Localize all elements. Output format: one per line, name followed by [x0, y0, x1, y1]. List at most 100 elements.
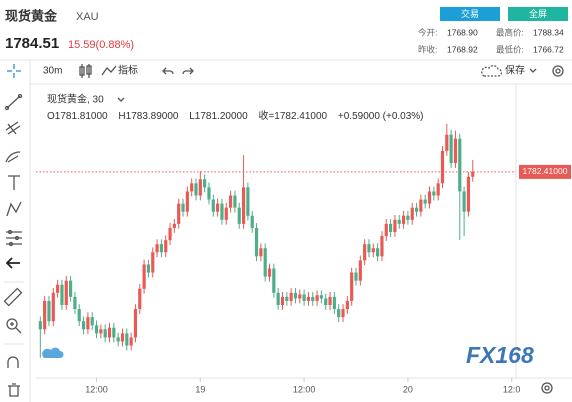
candle-body — [168, 227, 172, 241]
candle-body — [116, 337, 120, 342]
candle-body — [354, 272, 358, 281]
legend-open: O1781.81000 — [47, 111, 108, 122]
candle-body — [406, 215, 410, 220]
candle-body — [267, 268, 272, 277]
candle-body — [125, 333, 129, 346]
candle-body — [159, 244, 164, 253]
candle-body — [194, 183, 198, 196]
candle-body — [151, 252, 155, 273]
candle-body — [190, 183, 194, 192]
candle-body — [177, 203, 181, 224]
candle-body — [341, 309, 345, 318]
candle-body — [337, 309, 341, 318]
candle-body — [462, 191, 466, 212]
cloud-icon[interactable] — [481, 64, 503, 77]
candle-body — [289, 292, 293, 301]
candle-body — [388, 223, 393, 232]
trade-button-label[interactable]: 交易 — [461, 8, 479, 19]
candle-body — [276, 292, 280, 305]
legend-menu-icon[interactable] — [117, 97, 125, 102]
candle-body — [328, 296, 332, 305]
candle-body — [51, 292, 55, 322]
candle-body — [107, 327, 112, 338]
stat-value: 1788.34 — [533, 27, 564, 37]
candle-body — [77, 309, 81, 322]
candle-body — [155, 244, 159, 253]
indicator-button[interactable]: 指标 — [118, 64, 138, 77]
candle-body — [68, 280, 73, 297]
candle-body — [414, 207, 419, 212]
candle-body — [86, 317, 90, 330]
candle-body — [237, 207, 241, 224]
drawing-tools[interactable] — [3, 64, 23, 397]
trade-button[interactable] — [440, 7, 500, 21]
candle-body — [120, 333, 125, 342]
candle-body — [306, 296, 311, 301]
candle-body — [103, 329, 107, 338]
stat-label: 昨收: — [418, 44, 437, 54]
candle-body — [471, 171, 475, 177]
indicator-icon[interactable] — [101, 65, 117, 76]
candle-body — [47, 300, 51, 322]
candle-body — [94, 325, 99, 334]
candle-body — [233, 195, 237, 208]
save-button[interactable]: 保存 — [505, 64, 525, 77]
candle-body — [293, 292, 298, 299]
candle-body — [185, 191, 189, 212]
fullscreen-button-label[interactable]: 全屏 — [529, 8, 547, 19]
candle-body — [90, 317, 94, 326]
save-menu-icon[interactable] — [529, 68, 537, 73]
candle-body — [350, 272, 354, 301]
candle-body — [384, 223, 388, 237]
axis-settings-icon[interactable] — [541, 382, 553, 394]
candle-body — [427, 191, 432, 204]
candle-body — [272, 268, 276, 293]
last-price: 1784.51 — [5, 35, 59, 52]
stat-label: 最高价: — [496, 27, 524, 37]
candle-body — [73, 296, 77, 310]
plot — [38, 123, 475, 358]
candle-body — [38, 321, 42, 330]
stat-value: 1768.90 — [447, 27, 478, 37]
candle-body — [371, 248, 375, 253]
candle-body — [129, 337, 133, 346]
cloud-badge[interactable] — [42, 347, 64, 359]
candle-body — [164, 240, 168, 253]
instrument-symbol: XAU — [76, 11, 99, 23]
candle-body — [423, 199, 427, 204]
candle-body — [315, 295, 319, 301]
interval-button[interactable]: 30m — [43, 66, 62, 77]
ohlc-legend: O1781.81000 H1783.89000 L1781.20000 收=17… — [47, 109, 424, 122]
candle-body — [458, 138, 462, 192]
candle-body — [246, 187, 250, 216]
candle-body — [64, 280, 68, 305]
x-tick-label: 12:00 — [293, 384, 316, 394]
candle-type-icon[interactable] — [79, 64, 92, 78]
candle-body — [280, 296, 285, 305]
candle-body — [112, 327, 116, 338]
candle-body — [466, 176, 471, 212]
candle-body — [363, 244, 367, 261]
candle-body — [198, 179, 202, 196]
candle-body — [138, 288, 142, 310]
candle-body — [181, 203, 185, 212]
candle-body — [254, 227, 259, 257]
x-tick-label: 12:0 — [503, 384, 521, 394]
x-tick-label: 20 — [403, 384, 413, 394]
candle-body — [172, 223, 176, 228]
candle-body — [332, 296, 336, 310]
fullscreen-button[interactable] — [508, 7, 568, 21]
chart-title: 现货黄金, 30 — [47, 93, 104, 106]
settings-icon[interactable] — [552, 65, 564, 77]
redo-icon[interactable] — [182, 67, 194, 75]
undo-icon[interactable] — [162, 67, 174, 75]
price-change: 15.59(0.88%) — [68, 39, 134, 51]
candle-body — [263, 248, 267, 277]
candle-body — [311, 296, 315, 301]
legend-low: L1781.20000 — [189, 111, 248, 122]
candle-body — [241, 187, 246, 224]
legend-close: 收=1782.41000 — [258, 109, 327, 122]
